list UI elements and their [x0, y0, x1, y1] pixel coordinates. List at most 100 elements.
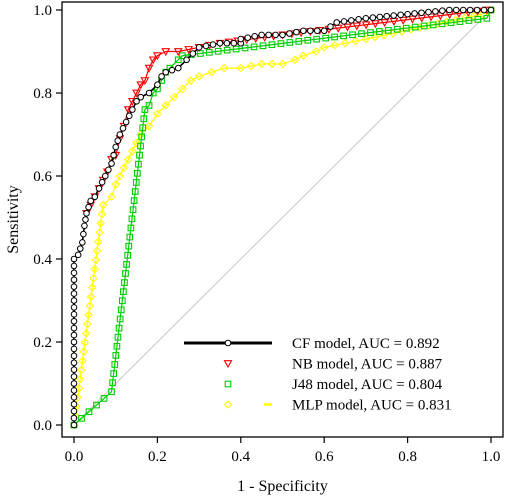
data-point [376, 13, 384, 21]
x-axis-label: 1 - Specificity [237, 478, 328, 495]
data-point [140, 77, 150, 86]
data-point [161, 48, 171, 57]
data-point [95, 228, 104, 237]
data-point [85, 203, 92, 211]
data-point [116, 315, 124, 323]
data-point [80, 338, 90, 347]
data-point [265, 31, 272, 39]
data-point [259, 42, 267, 50]
data-point [420, 22, 428, 30]
data-point [131, 188, 139, 195]
data-point [86, 292, 96, 301]
data-point [70, 338, 78, 346]
data-point [340, 38, 350, 48]
data-point [173, 48, 183, 57]
data-point [115, 171, 125, 181]
data-point [250, 43, 258, 51]
data-point [272, 31, 279, 39]
data-point [361, 21, 371, 30]
data-point [207, 67, 216, 77]
y-tick-label: 0.0 [33, 418, 52, 434]
data-point [84, 310, 93, 320]
data-point [267, 59, 277, 69]
data-point [122, 270, 129, 277]
data-point [223, 39, 231, 47]
data-point [439, 7, 446, 14]
data-point [78, 415, 85, 422]
data-point [195, 44, 203, 51]
data-point [369, 14, 377, 21]
data-point [362, 14, 370, 22]
diagonal-reference-line [73, 9, 492, 426]
data-point [327, 23, 334, 30]
data-point [148, 56, 158, 65]
x-tick-label: 0.8 [398, 449, 417, 465]
data-point [244, 34, 252, 41]
data-point [438, 20, 446, 28]
data-point [119, 163, 129, 172]
data-point [112, 143, 119, 151]
y-tick-label: 1.0 [33, 3, 52, 19]
data-point [402, 24, 410, 32]
data-point [129, 106, 136, 113]
data-point [162, 68, 170, 76]
data-point [91, 193, 99, 201]
data-point [393, 25, 401, 33]
data-point [307, 27, 314, 35]
data-point [311, 47, 321, 56]
data-point [251, 32, 258, 40]
data-point [459, 6, 467, 14]
data-point [286, 30, 293, 37]
data-point [85, 301, 95, 311]
data-point [168, 66, 176, 74]
data-point [141, 106, 149, 113]
data-point [186, 76, 196, 85]
data-point [136, 81, 146, 90]
data-point [83, 319, 92, 329]
data-point [110, 370, 118, 377]
legend-marker [223, 360, 233, 369]
data-point [70, 331, 78, 339]
data-point [340, 18, 348, 25]
data-point [70, 255, 78, 263]
data-point [246, 61, 256, 71]
data-point [105, 166, 112, 174]
data-point [87, 197, 94, 205]
series-3 [69, 5, 496, 430]
data-point [111, 180, 120, 189]
data-point [132, 179, 140, 186]
data-point [85, 408, 93, 416]
data-point [70, 297, 78, 304]
data-point [184, 46, 194, 55]
data-point [76, 245, 84, 252]
data-point [144, 64, 154, 73]
data-point [137, 142, 144, 150]
data-point [115, 324, 123, 332]
data-point [113, 342, 121, 350]
data-point [81, 329, 91, 338]
data-point [140, 115, 148, 123]
data-point [209, 41, 217, 48]
data-point [128, 215, 136, 223]
data-point [456, 18, 464, 25]
data-point [205, 49, 213, 56]
data-point [75, 374, 85, 384]
data-point [397, 27, 407, 36]
data-point [89, 274, 98, 283]
data-point [136, 130, 145, 139]
data-point [70, 421, 78, 429]
data-point [70, 352, 78, 360]
data-point [257, 59, 266, 69]
data-point [136, 151, 143, 159]
data-point [100, 395, 108, 402]
data-point [107, 192, 116, 202]
data-point [202, 42, 210, 50]
legend-marker [224, 380, 232, 388]
data-point [70, 269, 78, 277]
data-point [127, 224, 135, 232]
data-point [108, 160, 115, 167]
data-point [128, 146, 137, 156]
data-point [70, 345, 78, 353]
data-point [408, 15, 417, 24]
data-point [343, 23, 352, 32]
